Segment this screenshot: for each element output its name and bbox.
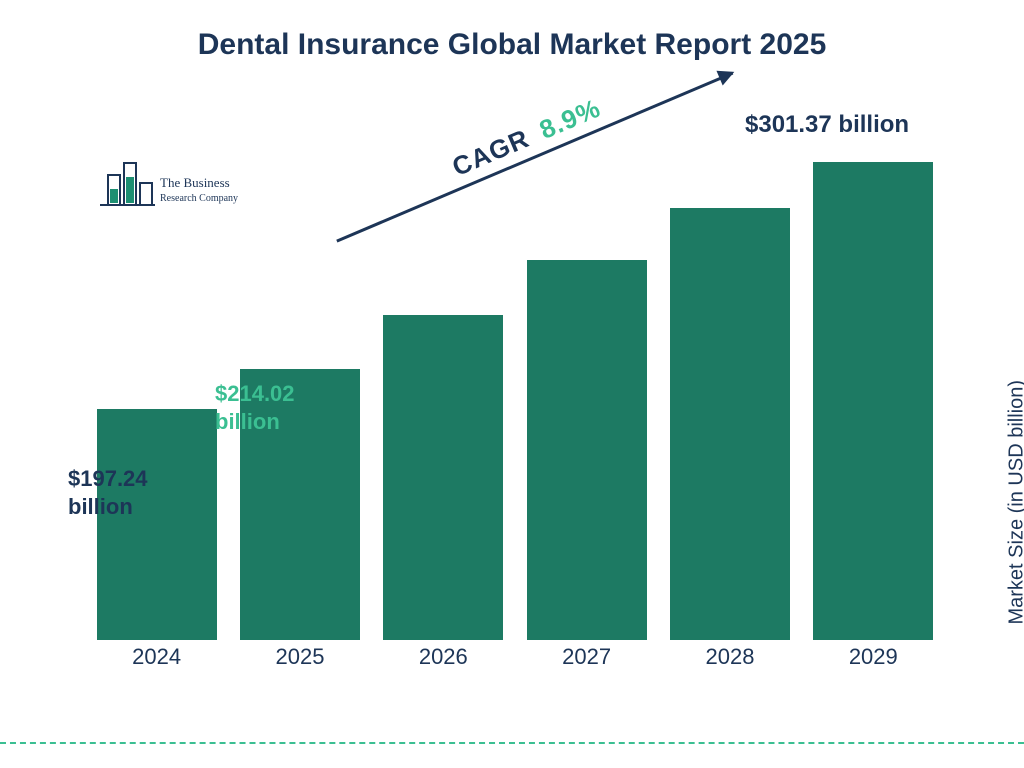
value-label: $197.24 billion <box>68 465 178 520</box>
bar-wrap <box>97 409 217 640</box>
x-axis-label: 2028 <box>670 644 790 680</box>
x-axis-label: 2029 <box>813 644 933 680</box>
y-axis-label: Market Size (in USD billion) <box>1006 380 1024 625</box>
x-axis-label: 2027 <box>527 644 647 680</box>
x-axis-labels: 2024 2025 2026 2027 2028 2029 <box>85 644 945 680</box>
bar-wrap <box>670 208 790 640</box>
bar-wrap <box>383 315 503 640</box>
bar-wrap <box>527 260 647 640</box>
value-label: $214.02 billion <box>215 380 325 435</box>
bar-wrap <box>813 162 933 640</box>
bar-chart: 2024 2025 2026 2027 2028 2029 <box>85 120 945 680</box>
x-axis-label: 2025 <box>240 644 360 680</box>
x-axis-label: 2024 <box>97 644 217 680</box>
bar <box>670 208 790 640</box>
footer-divider <box>0 742 1024 744</box>
bar <box>527 260 647 640</box>
bar <box>97 409 217 640</box>
bars-container <box>85 120 945 640</box>
bar <box>383 315 503 640</box>
value-label: $301.37 billion <box>745 110 965 140</box>
chart-title: Dental Insurance Global Market Report 20… <box>0 28 1024 62</box>
bar <box>813 162 933 640</box>
x-axis-label: 2026 <box>383 644 503 680</box>
